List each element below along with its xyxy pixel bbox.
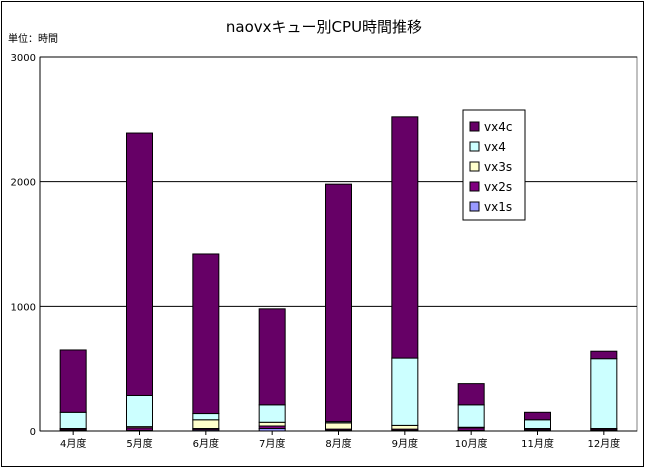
legend-label-vx4: vx4 [484,140,506,154]
bars [59,116,618,432]
bar-segment-vx4c [258,308,286,406]
y-tick-label: 0 [30,427,36,438]
bar-segment-vx4 [258,404,286,423]
axes: 0 1000 2000 3000 4月度 5月度 6月度 7月度 8月度 9月度 10月度 11月度 1… [11,53,637,450]
legend: vx4c vx4 vx3s vx2s vx1s [462,109,526,221]
x-tick-label: 10月度 [455,437,488,450]
bar-segment-vx4c [325,183,352,423]
unit-label: 単位：時間 [8,32,58,45]
y-tick-label: 2000 [11,178,36,189]
bar-segment-vx4 [457,404,485,428]
x-tick-label: 12月度 [587,437,620,450]
bar-segment-vx4 [59,411,87,430]
bar-segment-vx3s [391,424,419,430]
bar-segment-vx3s [258,421,286,427]
legend-swatch-vx4c [469,121,480,132]
x-tick-label: 6月度 [193,437,219,450]
legend-label-vx1s: vx1s [484,200,512,214]
legend-swatch-vx1s [469,201,480,212]
bar-segment-vx4c [524,411,551,421]
bar-segment-vx4 [192,413,220,421]
legend-label-vx3s: vx3s [484,160,512,174]
bar-segment-vx4c [590,350,618,360]
y-tick-label: 1000 [11,302,36,313]
bar-segment-vx4 [391,357,419,426]
bar-segment-vx3s [325,422,352,430]
bar-segment-vx4c [126,132,153,396]
x-tick-label: 8月度 [325,437,351,450]
x-tick-label: 11月度 [521,437,554,450]
chart-title: naovxキュー別CPU時間推移 [226,18,422,36]
bar-segment-vx3s [192,419,220,430]
legend-label-vx2s: vx2s [484,180,512,194]
x-tick-label: 9月度 [392,437,418,450]
bar-segment-vx4 [524,419,551,430]
bar-segment-vx4c [457,383,485,406]
y-tick-label: 3000 [11,53,36,64]
legend-swatch-vx4 [469,141,480,152]
x-tick-label: 5月度 [126,437,152,450]
bar-segment-vx4 [126,394,153,428]
bar-segment-vx4c [59,349,87,413]
x-tick-label: 7月度 [259,437,285,450]
bar-segment-vx4c [391,116,419,359]
legend-label-vx4c: vx4c [484,120,512,134]
bar-segment-vx4 [590,358,618,430]
x-tick-label: 4月度 [60,437,86,450]
legend-swatch-vx3s [469,161,480,172]
bar-segment-vx4c [192,253,220,415]
legend-swatch-vx2s [469,181,480,192]
